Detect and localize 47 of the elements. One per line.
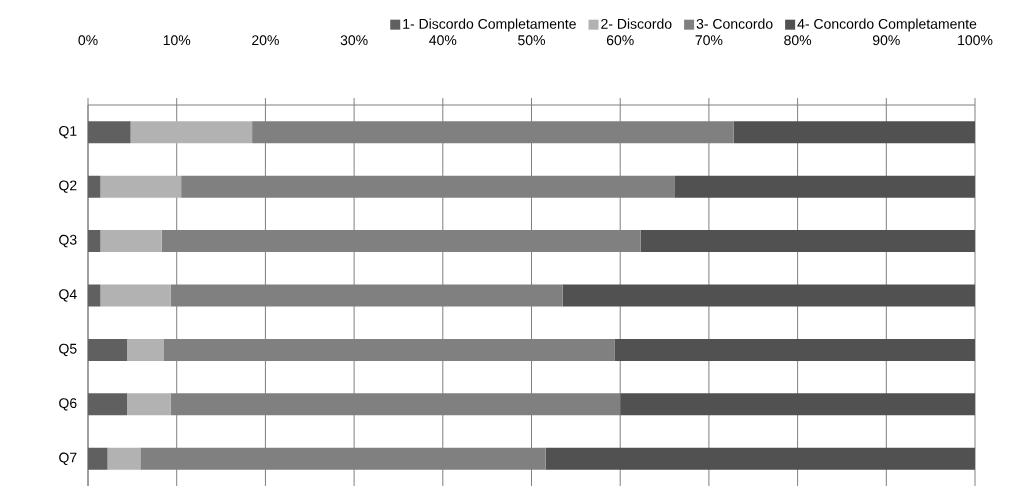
- bar: [107, 447, 141, 470]
- bar: [170, 393, 621, 416]
- bar: [252, 121, 734, 144]
- bar: [170, 284, 563, 307]
- bar: [674, 175, 975, 198]
- bar: [140, 447, 546, 470]
- y-tick-label: Q3: [59, 235, 77, 248]
- bar: [181, 175, 675, 198]
- x-tick-label: 50%: [518, 35, 546, 46]
- bar: [545, 447, 975, 470]
- y-tick-label: Q5: [59, 343, 77, 357]
- y-tick-label: Q4: [59, 289, 77, 302]
- bar: [127, 339, 164, 362]
- x-tick-label: 40%: [429, 35, 457, 46]
- legend-label: 3- Concordo: [696, 18, 773, 30]
- x-tick-label: 100%: [958, 35, 993, 46]
- x-tick-label: 10%: [163, 35, 191, 46]
- bar: [127, 393, 171, 416]
- bar: [733, 121, 975, 144]
- bar: [88, 121, 131, 144]
- bar: [88, 393, 128, 416]
- x-tick-label: 70%: [695, 35, 723, 46]
- bar: [562, 284, 975, 307]
- x-tick-label: 90%: [872, 35, 900, 46]
- bar: [640, 230, 975, 253]
- y-tick-label: Q6: [59, 398, 77, 411]
- legend-label: 2- Discordo: [601, 18, 672, 30]
- y-tick-label: Q2: [59, 180, 77, 194]
- bar: [130, 121, 253, 144]
- bar: [88, 339, 128, 362]
- bar: [100, 284, 171, 307]
- x-tick-label: 60%: [606, 35, 634, 46]
- bar: [163, 339, 615, 362]
- bar: [614, 339, 975, 362]
- bar: [100, 175, 182, 198]
- bar: [100, 230, 162, 253]
- bar: [88, 447, 108, 470]
- bar: [620, 393, 975, 416]
- legend-label: 4- Concordo Completamente: [797, 18, 977, 32]
- x-tick-label: 20%: [252, 35, 279, 46]
- bar: [161, 230, 641, 253]
- x-tick-label: 80%: [784, 35, 812, 46]
- legend-label: 1- Discordo Completamente: [403, 18, 576, 32]
- y-tick-label: Q7: [59, 452, 77, 466]
- x-tick-label: 0%: [78, 35, 98, 46]
- x-tick-label: 30%: [340, 35, 368, 46]
- y-tick-label: Q1: [59, 126, 77, 139]
